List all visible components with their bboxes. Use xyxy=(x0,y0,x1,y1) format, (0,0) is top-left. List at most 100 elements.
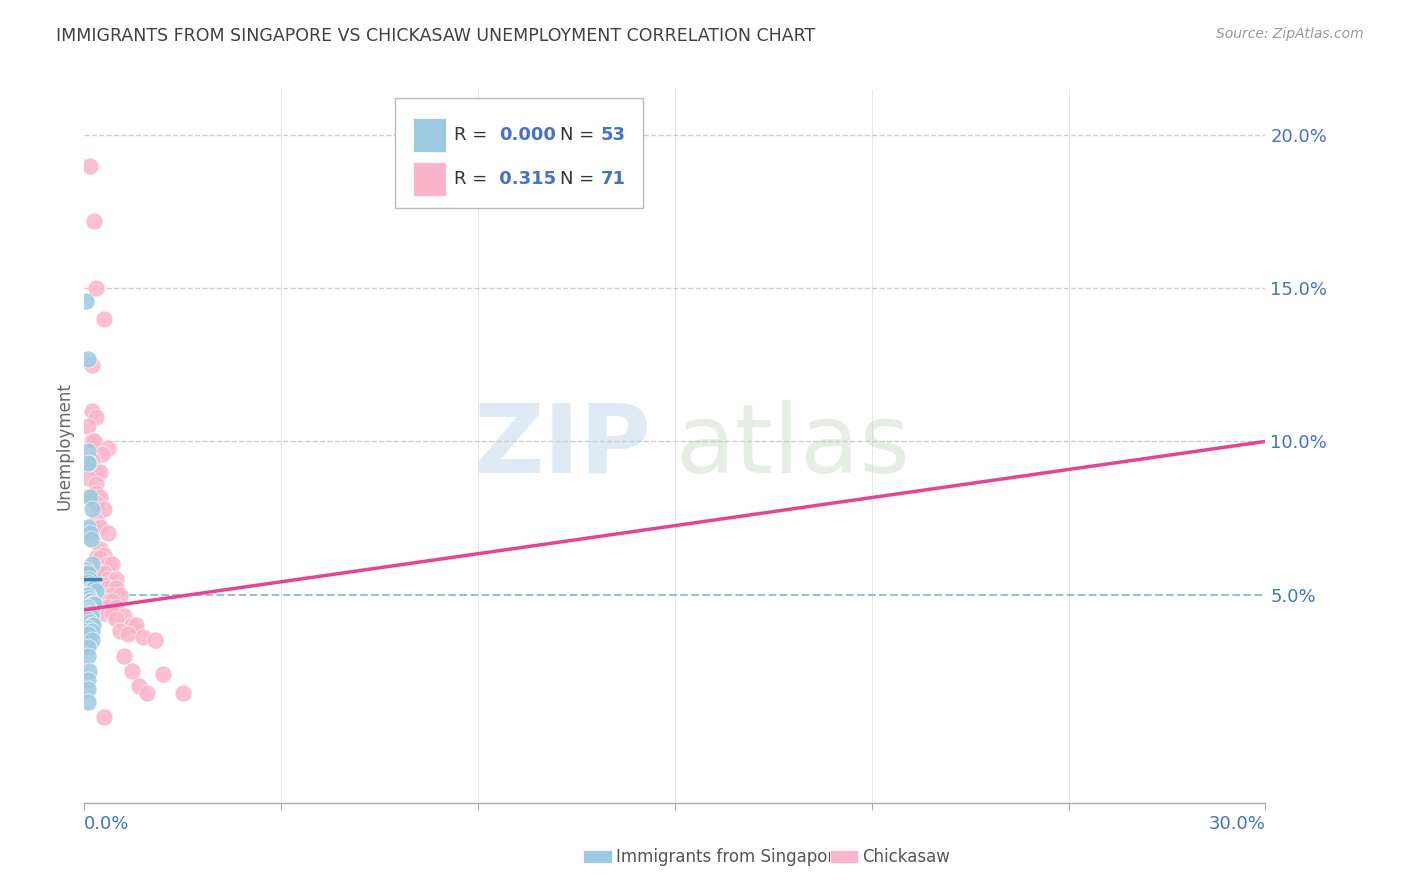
Point xyxy=(75,599,97,614)
Text: R =: R = xyxy=(454,126,494,144)
Point xyxy=(79,159,101,173)
Text: Source: ZipAtlas.com: Source: ZipAtlas.com xyxy=(1216,27,1364,41)
Point xyxy=(82,533,104,547)
Point xyxy=(75,566,97,580)
Point xyxy=(89,550,111,565)
FancyBboxPatch shape xyxy=(395,98,643,209)
Text: Immigrants from Singapore: Immigrants from Singapore xyxy=(616,847,844,866)
Point xyxy=(79,578,101,592)
Point xyxy=(75,293,97,308)
Point xyxy=(84,465,107,479)
Text: 0.0%: 0.0% xyxy=(84,815,129,833)
Text: atlas: atlas xyxy=(675,400,910,492)
Point xyxy=(82,501,104,516)
Point xyxy=(128,680,150,694)
Point xyxy=(77,627,100,641)
Bar xyxy=(413,162,446,196)
Point xyxy=(84,409,107,424)
Point xyxy=(76,575,98,590)
Point xyxy=(77,682,100,697)
Point xyxy=(93,566,115,580)
Point xyxy=(93,501,115,516)
Point xyxy=(77,648,100,663)
Point xyxy=(76,351,98,366)
Point xyxy=(89,599,111,614)
Text: N =: N = xyxy=(561,126,600,144)
Point xyxy=(77,664,100,678)
Point xyxy=(97,572,120,586)
Point xyxy=(84,281,107,295)
Point xyxy=(143,633,166,648)
Point xyxy=(97,526,120,541)
Point xyxy=(77,419,100,434)
Point xyxy=(84,563,107,577)
Point xyxy=(84,584,107,599)
Point xyxy=(89,578,111,592)
Point xyxy=(77,599,100,614)
Point xyxy=(97,593,120,607)
Point xyxy=(82,597,104,611)
Text: N =: N = xyxy=(561,170,600,188)
Point xyxy=(82,582,104,596)
Point xyxy=(82,404,104,418)
Point xyxy=(84,520,107,534)
Point xyxy=(77,471,100,485)
Point xyxy=(83,214,105,228)
Point xyxy=(121,618,143,632)
Point xyxy=(93,588,115,602)
Point xyxy=(79,593,101,607)
Point xyxy=(112,648,135,663)
Point xyxy=(101,593,124,607)
Point xyxy=(91,447,114,461)
Bar xyxy=(583,850,612,863)
Point xyxy=(77,443,100,458)
Point xyxy=(82,452,104,467)
Point xyxy=(97,441,120,455)
Point xyxy=(104,572,127,586)
Point xyxy=(82,597,104,611)
Text: ZIP: ZIP xyxy=(474,400,651,492)
Point xyxy=(79,526,101,541)
Point xyxy=(77,520,100,534)
Text: Chickasaw: Chickasaw xyxy=(862,847,950,866)
Point xyxy=(77,603,100,617)
Point xyxy=(104,582,127,596)
Point xyxy=(82,618,104,632)
Point xyxy=(97,557,120,571)
Point xyxy=(77,456,100,470)
Point xyxy=(80,593,103,607)
Point xyxy=(97,582,120,596)
Point xyxy=(93,593,115,607)
Point xyxy=(97,599,120,614)
Point xyxy=(80,609,103,624)
Point xyxy=(108,624,131,639)
Point xyxy=(82,557,104,571)
Point xyxy=(82,434,104,449)
Point xyxy=(82,618,104,632)
Bar xyxy=(830,850,858,863)
Point xyxy=(75,588,97,602)
Point xyxy=(93,548,115,562)
Point xyxy=(77,566,100,580)
Point xyxy=(75,612,97,626)
Point xyxy=(112,609,135,624)
Point xyxy=(84,514,107,528)
Point xyxy=(89,588,111,602)
Point xyxy=(75,563,97,577)
Point xyxy=(89,520,111,534)
Point xyxy=(84,477,107,491)
Point xyxy=(104,599,127,614)
Bar xyxy=(413,118,446,152)
Point xyxy=(82,358,104,372)
Point xyxy=(84,486,107,500)
Point xyxy=(82,606,104,620)
Point xyxy=(132,631,155,645)
Point xyxy=(79,591,101,605)
Y-axis label: Unemployment: Unemployment xyxy=(55,382,73,510)
Point xyxy=(82,633,104,648)
Point xyxy=(77,588,100,602)
Point xyxy=(83,434,105,449)
Text: 71: 71 xyxy=(600,170,626,188)
Point xyxy=(89,541,111,556)
Point xyxy=(89,566,111,580)
